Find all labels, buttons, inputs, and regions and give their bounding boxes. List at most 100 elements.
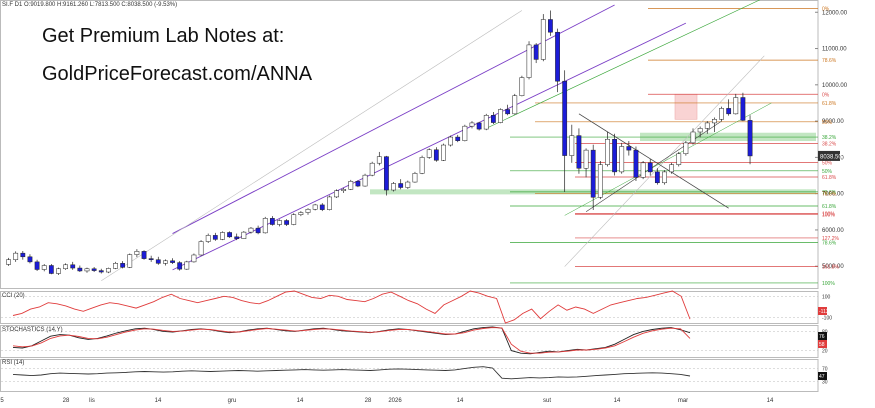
- resistance-zone: [674, 93, 698, 120]
- candle-body: [369, 162, 375, 176]
- candle-body: [747, 120, 753, 157]
- outer-channel-line: [101, 10, 523, 281]
- candle-body: [255, 227, 261, 234]
- candle-body: [113, 263, 118, 269]
- candle-body: [490, 115, 496, 123]
- candle-body: [469, 122, 475, 127]
- candle-body: [20, 252, 26, 258]
- candle-body: [562, 80, 568, 156]
- rsi-title: RSI (14): [2, 360, 25, 366]
- fib-label: 50%: [822, 120, 833, 126]
- candle-body: [505, 109, 511, 115]
- candle-body: [569, 135, 575, 156]
- candle-body: [41, 265, 47, 270]
- oscillator-series: [12, 290, 691, 324]
- candle-body: [141, 251, 147, 259]
- candle-body: [476, 122, 482, 130]
- x-tick-label: 14: [614, 398, 621, 404]
- candle-body: [127, 254, 133, 268]
- cci-title: CCI (20): [2, 293, 25, 299]
- oscillator-tick-label: 20: [822, 349, 828, 355]
- candle-body: [170, 260, 175, 263]
- promo-headline: Get Premium Lab Notes at:: [42, 25, 285, 47]
- candle-body: [633, 149, 639, 178]
- candle-body: [163, 260, 168, 264]
- oscillator-tick-label: 100: [822, 294, 831, 300]
- candle-body: [405, 181, 411, 188]
- candle-body: [70, 264, 76, 269]
- price-panel-frame: [0, 0, 819, 289]
- candle-body: [262, 218, 268, 234]
- x-tick-label: 28: [365, 398, 372, 404]
- candle-body: [77, 267, 83, 272]
- x-tick-label: gru: [228, 398, 237, 404]
- candle-body: [441, 144, 446, 161]
- candle-body: [583, 149, 589, 169]
- fib-label: 78.6%: [822, 192, 837, 198]
- candle-body: [626, 146, 632, 151]
- candle-body: [448, 136, 453, 146]
- candle-body: [334, 190, 339, 198]
- fib-label: 78.6%: [822, 241, 837, 247]
- candle-body: [248, 227, 254, 233]
- candle-body: [105, 268, 111, 273]
- candle-body: [134, 251, 140, 255]
- fib-label: 50%: [822, 160, 833, 166]
- fib-label: 0%: [822, 7, 830, 13]
- candle-body: [433, 149, 439, 161]
- candle-body: [27, 256, 33, 263]
- candle-body: [640, 162, 646, 178]
- candle-body: [398, 183, 404, 188]
- candle-body: [555, 31, 560, 82]
- fib-label: 61.8%: [822, 204, 837, 210]
- x-tick-label: sut: [543, 398, 551, 404]
- fib-label: 78.6%: [822, 58, 837, 64]
- fib-label: 0%: [822, 92, 830, 98]
- x-tick-label: 14: [457, 398, 464, 404]
- candle-body: [234, 236, 240, 239]
- candle-body: [220, 232, 225, 240]
- promo-url[interactable]: GoldPriceForecast.com/ANNA: [42, 63, 313, 85]
- candle-body: [277, 220, 282, 225]
- candle-body: [319, 204, 325, 210]
- candle-body: [462, 125, 468, 141]
- candle-body: [91, 268, 97, 271]
- candle-body: [676, 153, 682, 165]
- triangle-top: [578, 113, 729, 209]
- y-tick-label: 9000.00: [822, 119, 844, 125]
- y-tick-label: 6000.00: [822, 228, 844, 234]
- x-tick-label: 2026: [388, 398, 402, 404]
- candle-body: [662, 171, 667, 184]
- oscillator-tick-label: -100: [822, 316, 832, 322]
- candle-body: [227, 232, 232, 238]
- y-tick-label: 11000.00: [822, 47, 847, 53]
- candle-body: [376, 156, 382, 164]
- x-tick-label: 14: [155, 398, 162, 404]
- candle-body: [327, 196, 332, 210]
- candle-body: [704, 122, 710, 129]
- candle-body: [291, 214, 297, 225]
- candle-body: [612, 138, 617, 173]
- candle-body: [690, 131, 696, 144]
- oscillator-series: [12, 366, 691, 380]
- candle-body: [455, 136, 461, 141]
- rsi-value-box: [818, 372, 827, 380]
- candle-body: [241, 231, 247, 239]
- candle-body: [205, 235, 211, 242]
- stoch-k-value: 76: [819, 334, 825, 340]
- candle-body: [84, 268, 90, 272]
- candle-body: [284, 220, 290, 225]
- candle-body: [619, 146, 625, 173]
- candle-body: [540, 19, 546, 60]
- candle-body: [6, 259, 11, 265]
- candle-body: [412, 173, 418, 183]
- candle-body: [305, 209, 311, 213]
- stoch-k-value-box: [818, 332, 827, 340]
- cci-value: -113: [819, 309, 829, 315]
- fib-label: 50%: [822, 169, 833, 175]
- stoch-d-value-box: [818, 340, 827, 348]
- last-price-box: [818, 150, 840, 161]
- fib-label: 61.8%: [822, 101, 837, 107]
- oscillator-tick-label: 70: [822, 367, 828, 373]
